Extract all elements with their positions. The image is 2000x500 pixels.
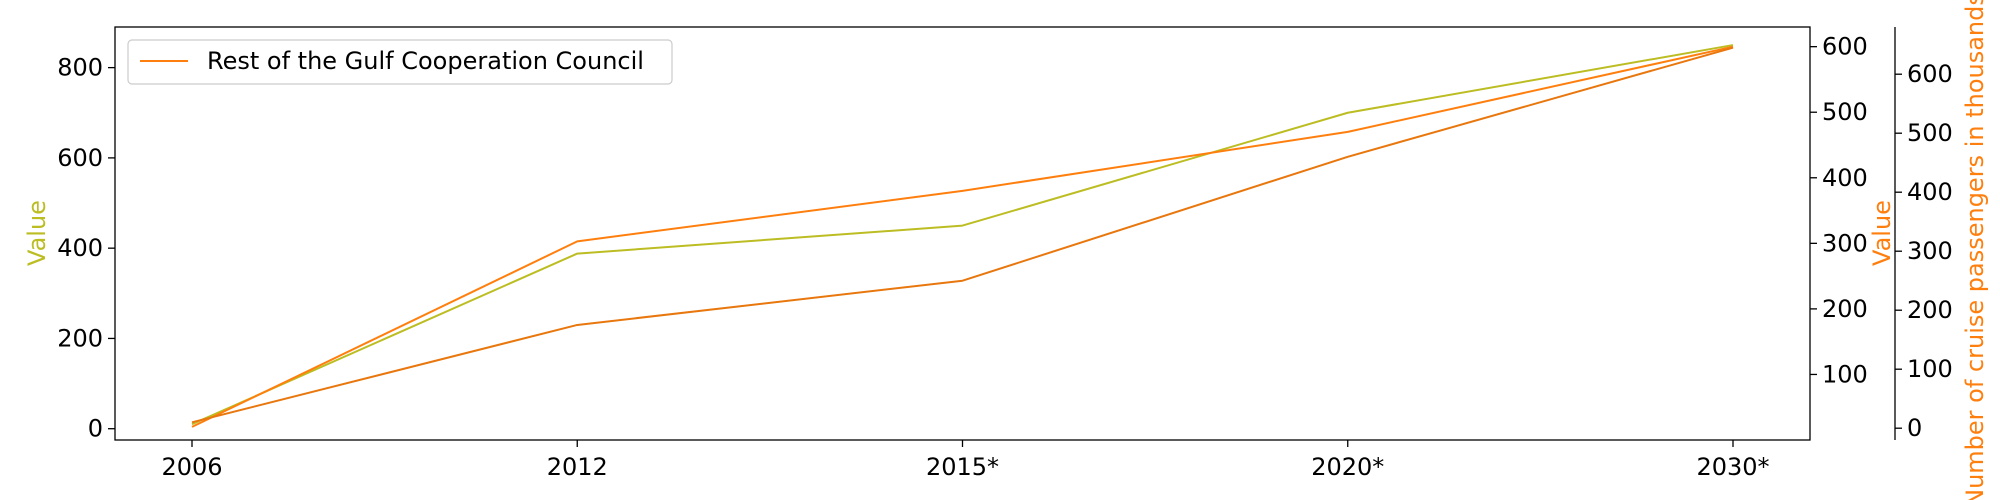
y-tick-label: 100	[1907, 355, 1953, 383]
x-tick-label: 2030*	[1696, 453, 1769, 481]
y-tick-label: 200	[57, 324, 103, 352]
y-tick-label: 200	[1822, 295, 1868, 323]
series-line-2	[191, 45, 1734, 428]
y-tick-label: 600	[1907, 60, 1953, 88]
right-axis-2-label: Number of cruise passengers in thousands	[1961, 0, 1989, 500]
y-tick-label: 800	[57, 54, 103, 82]
y-tick-label: 100	[1822, 360, 1868, 388]
y-tick-label: 0	[88, 415, 103, 443]
legend-box	[127, 39, 673, 85]
y-tick-label: 600	[1822, 33, 1868, 61]
y-tick-label: 400	[1822, 164, 1868, 192]
series-line-1	[191, 44, 1734, 426]
y-tick-label: 500	[1907, 119, 1953, 147]
x-tick-label: 2020*	[1311, 453, 1384, 481]
y-tick-label: 300	[1822, 229, 1868, 257]
left-axis: 0 200 400 600 800	[57, 54, 115, 443]
x-tick-label: 2015*	[926, 453, 999, 481]
y-tick-label: 200	[1907, 296, 1953, 324]
legend-label: Rest of the Gulf Cooperation Council	[207, 47, 644, 75]
left-axis-label: Value	[23, 200, 51, 266]
x-tick-label: 2012	[547, 453, 608, 481]
y-tick-label: 400	[57, 234, 103, 262]
right-axis-2: 0 100 200 300 400 500 600	[1895, 60, 1953, 442]
x-axis: 2006 2012 2015* 2020* 2030*	[161, 440, 1770, 481]
y-tick-label: 300	[1907, 237, 1953, 265]
x-tick-label: 2006	[161, 453, 222, 481]
right-axis-1: 100 200 300 400 500 600	[1810, 33, 1868, 388]
y-tick-label: 600	[57, 144, 103, 172]
right-axis-1-label: Value	[1868, 200, 1896, 266]
y-tick-label: 500	[1822, 98, 1868, 126]
y-tick-label: 400	[1907, 178, 1953, 206]
legend: Rest of the Gulf Cooperation Council	[127, 39, 673, 85]
series-line-3	[191, 46, 1734, 424]
y-tick-label: 0	[1907, 414, 1922, 442]
series-layer	[191, 44, 1734, 428]
